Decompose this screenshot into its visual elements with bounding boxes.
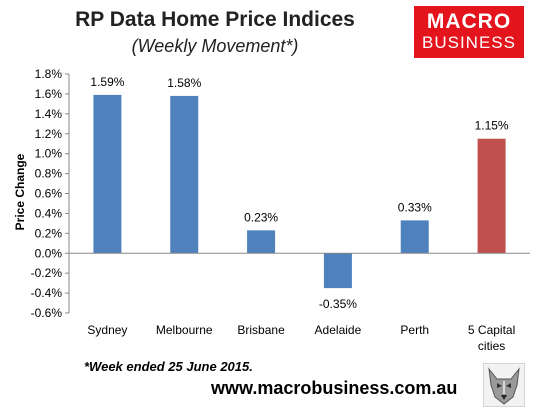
macro-business-logo: MACRO BUSINESS bbox=[414, 6, 524, 58]
chart-title: RP Data Home Price Indices bbox=[75, 8, 355, 31]
bar bbox=[170, 95, 199, 254]
data-label: -0.35% bbox=[319, 297, 357, 311]
y-tick-label: 1.6% bbox=[35, 87, 63, 101]
bar bbox=[247, 230, 276, 254]
wolf-head-icon bbox=[483, 363, 525, 407]
bar bbox=[323, 253, 352, 289]
footnote: *Week ended 25 June 2015. bbox=[84, 359, 253, 374]
y-tick-label: 0.6% bbox=[35, 187, 63, 201]
y-tick-label: 0.8% bbox=[35, 167, 63, 181]
y-tick-label: 0.0% bbox=[35, 246, 63, 260]
x-tick-label: Melbourne bbox=[156, 323, 213, 337]
x-tick-label: Perth bbox=[400, 323, 429, 337]
y-tick-label: 1.0% bbox=[35, 147, 63, 161]
website-url: www.macrobusiness.com.au bbox=[211, 378, 458, 398]
y-tick-label: 1.4% bbox=[35, 107, 63, 121]
x-tick-label: Brisbane bbox=[237, 323, 285, 337]
y-tick-label: 0.2% bbox=[35, 226, 63, 240]
y-tick-label: 1.2% bbox=[35, 127, 63, 141]
y-tick-label: -0.4% bbox=[31, 286, 63, 300]
x-tick-label: 5 Capital bbox=[468, 323, 515, 337]
data-label: 1.58% bbox=[167, 76, 201, 90]
logo-line-1: MACRO bbox=[426, 10, 512, 33]
y-tick-label: 0.4% bbox=[35, 206, 63, 220]
bar bbox=[477, 138, 506, 254]
y-tick-label: 1.8% bbox=[35, 67, 63, 81]
logo-line-2: BUSINESS bbox=[422, 33, 516, 52]
bar bbox=[93, 94, 122, 254]
y-tick-label: -0.6% bbox=[31, 306, 63, 320]
x-tick-label: Sydney bbox=[87, 323, 127, 337]
bar bbox=[400, 220, 429, 254]
chart-subtitle: (Weekly Movement*) bbox=[131, 36, 299, 56]
y-tick-label: -0.2% bbox=[31, 266, 63, 280]
data-label: 1.59% bbox=[90, 75, 124, 89]
data-label: 0.23% bbox=[244, 210, 278, 224]
x-tick-label: Adelaide bbox=[315, 323, 362, 337]
bar-chart: 1.8% 1.6% 1.4% 1.2% 1.0% 0.8% 0.6% 0.4% 0.2% 0.0%… bbox=[31, 67, 530, 353]
data-label: 0.33% bbox=[398, 200, 432, 214]
data-label: 1.15% bbox=[475, 119, 509, 133]
x-tick-label: cities bbox=[478, 339, 505, 353]
